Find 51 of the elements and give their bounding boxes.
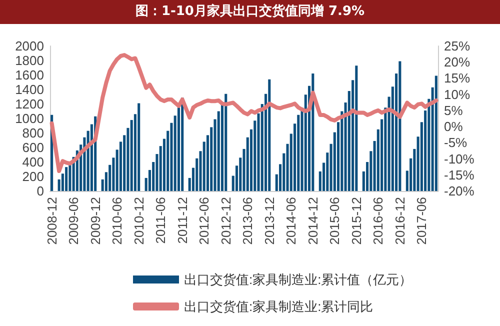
y-tick-label: 0 xyxy=(36,184,44,198)
legend-label: 出口交货值:家具制造业:累计值（亿元） xyxy=(184,272,412,287)
y-tick-label: 1800 xyxy=(15,53,44,68)
y2-tick-label: 5% xyxy=(444,102,464,118)
x-tick-label: 2011-12 xyxy=(174,197,190,244)
y2-tick-label: 20% xyxy=(444,54,470,70)
x-tick-label: 2008-12 xyxy=(44,197,60,245)
x-tick-label: 2009-06 xyxy=(66,197,82,245)
x-tick-label: 2017-06 xyxy=(414,197,430,245)
y-tick-label: 1400 xyxy=(15,82,44,97)
y-tick-label: 2000 xyxy=(15,38,44,54)
y2-tick-label: -15% xyxy=(444,167,475,182)
x-tick-label: 2012-12 xyxy=(218,197,234,245)
y2-tick-label: -5% xyxy=(444,135,468,150)
y-tick-label: 1200 xyxy=(15,96,44,112)
legend-label: 出口交货值:家具制造业:累计同比 xyxy=(184,299,374,314)
bar xyxy=(177,108,180,191)
bar xyxy=(65,167,68,191)
y2-tick-label: -20% xyxy=(444,184,475,198)
bar xyxy=(398,61,402,191)
x-tick-label: 2013-12 xyxy=(262,197,277,245)
x-tick-label: 2012-06 xyxy=(196,197,212,245)
y-tick-label: 1000 xyxy=(15,111,44,126)
x-tick-label: 2010-06 xyxy=(110,197,125,245)
y2-tick-label: 10% xyxy=(444,86,470,102)
y2-tick-label: 25% xyxy=(444,38,470,54)
x-tick-label: 2009-12 xyxy=(88,197,103,245)
chart-title: 图：1-10月家具出口交货值同增 7.9% xyxy=(0,0,500,24)
x-tick-label: 2014-06 xyxy=(284,197,299,245)
y-tick-label: 600 xyxy=(22,140,44,155)
y-tick-label: 200 xyxy=(22,169,44,184)
x-tick-label: 2010-12 xyxy=(131,197,146,245)
bar xyxy=(355,66,358,191)
bar xyxy=(434,76,438,191)
y-tick-label: 1600 xyxy=(15,68,44,82)
y-tick-label: 400 xyxy=(22,154,44,170)
x-tick-label: 2015-06 xyxy=(327,197,342,245)
y2-tick-label: 15% xyxy=(444,70,470,86)
y2-tick-label: 0% xyxy=(444,119,464,134)
x-tick-label: 2013-06 xyxy=(240,197,256,245)
x-tick-label: 2016-06 xyxy=(370,197,386,245)
x-tick-label: 2015-12 xyxy=(348,197,364,245)
y-tick-label: 800 xyxy=(22,126,44,140)
x-tick-label: 2014-12 xyxy=(305,197,320,245)
bar xyxy=(138,103,140,191)
bar xyxy=(224,94,228,191)
bar xyxy=(268,79,271,191)
y2-tick-label: -10% xyxy=(444,151,475,166)
line-series xyxy=(50,53,438,174)
x-tick-label: 2011-06 xyxy=(153,197,168,244)
x-tick-label: 2016-12 xyxy=(392,197,408,245)
